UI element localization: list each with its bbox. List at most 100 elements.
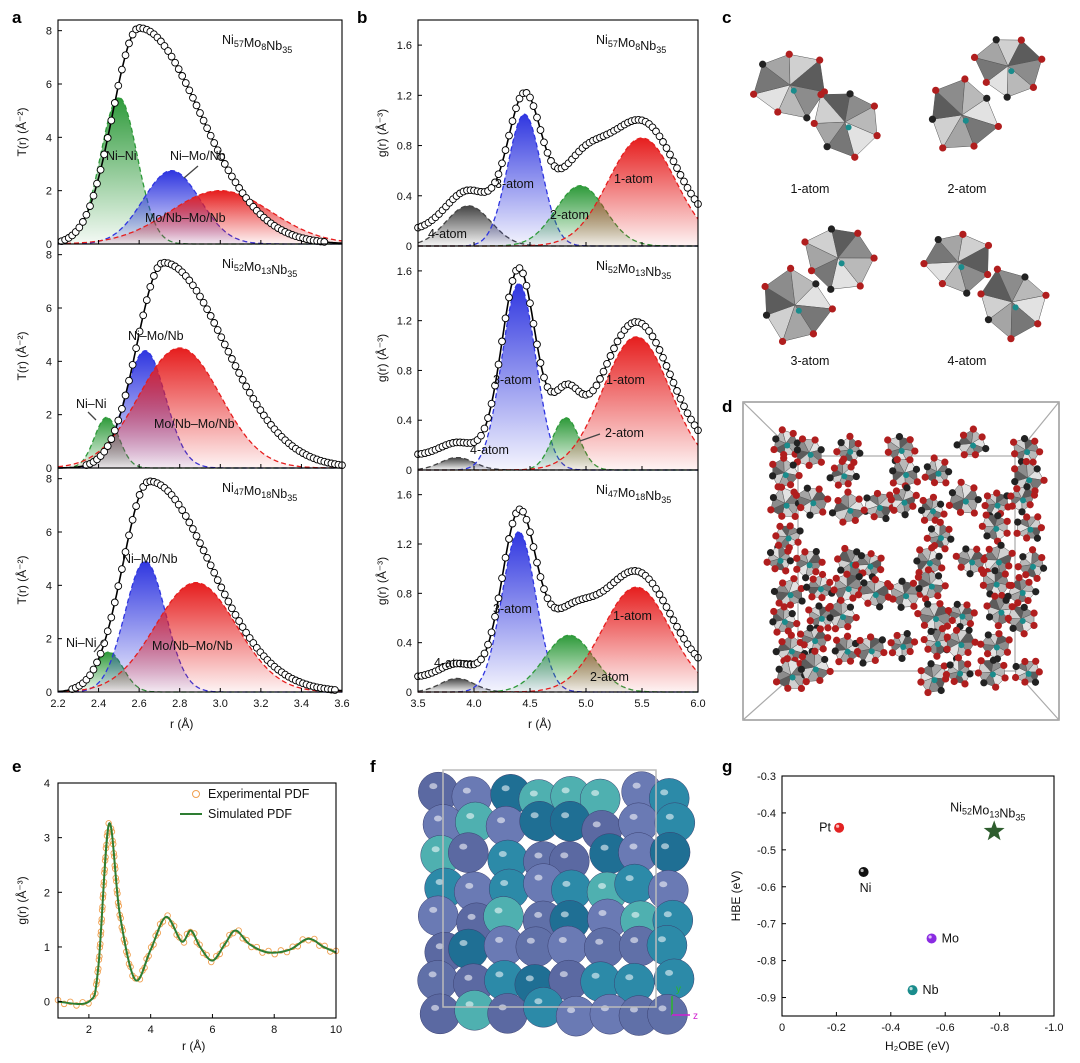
- facet: [957, 245, 989, 275]
- atom: [843, 632, 852, 640]
- ytick-label: 0: [406, 687, 412, 699]
- cluster: [974, 656, 1009, 691]
- ytick-label: -0.6: [757, 882, 776, 894]
- center-atom: [934, 641, 941, 648]
- data-point: [655, 346, 664, 354]
- highlight: [462, 787, 471, 794]
- atom: [815, 485, 823, 493]
- data-point: [480, 649, 489, 658]
- highlight: [459, 940, 468, 947]
- data-point: [543, 594, 552, 603]
- atom: [889, 479, 897, 487]
- atom: [983, 492, 992, 500]
- atom: [793, 439, 801, 447]
- atom: [838, 457, 846, 466]
- atom: [897, 603, 905, 611]
- center-atom: [1025, 670, 1032, 677]
- data-point: [192, 101, 201, 110]
- atom: [1005, 562, 1013, 570]
- highlight: [561, 787, 570, 794]
- atom: [816, 676, 824, 685]
- atom: [957, 563, 965, 571]
- atom: [855, 495, 863, 503]
- atom: [1007, 492, 1015, 500]
- data-point: [231, 610, 240, 619]
- center-atom: [810, 500, 817, 507]
- atom: [930, 454, 938, 462]
- arrow: [183, 165, 199, 179]
- center-atom: [795, 307, 802, 314]
- cluster-1a: [750, 50, 829, 122]
- atom: [920, 260, 928, 268]
- cluster: [860, 489, 896, 523]
- atom: [952, 626, 961, 634]
- atom: [992, 683, 1000, 691]
- atom: [934, 572, 943, 580]
- center-atom: [841, 473, 848, 480]
- atom: [828, 509, 837, 517]
- xtick-label: 2.4: [91, 698, 106, 710]
- highlight: [661, 843, 670, 850]
- atom: [982, 78, 990, 86]
- data-point: [666, 609, 674, 618]
- panel-b-subplot-2: 0 0.4 0.8 1.2 1.6 g(r) (Å⁻³) Ni52Mo13Nb35 3-ato…: [374, 245, 702, 477]
- atom: [1013, 485, 1021, 493]
- atom: [770, 607, 778, 616]
- cluster: [826, 596, 860, 633]
- data-point: [617, 331, 625, 340]
- center-atom: [1027, 526, 1034, 533]
- xtick-label: 4.5: [522, 698, 537, 710]
- legend-experimental: Experimental PDF: [208, 787, 310, 801]
- experimental-point: [164, 912, 171, 919]
- ytick-label: 4: [46, 132, 52, 144]
- atom: [887, 639, 895, 647]
- peak-label-0: 3-atom: [493, 602, 532, 616]
- cluster: [770, 575, 806, 609]
- xtick-label: 4.0: [466, 698, 481, 710]
- ytick-label: 6: [46, 527, 52, 539]
- data-point: [114, 81, 123, 90]
- atom: [854, 229, 862, 237]
- atom: [906, 456, 914, 464]
- atom: [772, 532, 780, 540]
- data-point: [150, 272, 158, 280]
- highlight: [464, 974, 473, 981]
- atom: [855, 573, 863, 581]
- atom: [938, 280, 946, 288]
- cluster: [1011, 657, 1043, 686]
- peak-area-b2-2: [418, 635, 698, 692]
- simulated-pdf-line: [57, 822, 337, 1006]
- atom: [912, 491, 920, 499]
- peak-line-b1-0: [417, 456, 698, 471]
- atom: [997, 541, 1005, 549]
- data-point: [508, 117, 517, 125]
- atom: [887, 496, 895, 504]
- atom: [994, 622, 1002, 630]
- experimental-point: [60, 1000, 68, 1008]
- atom: [903, 630, 911, 638]
- atom: [1033, 574, 1041, 583]
- atom: [983, 650, 992, 658]
- data-point: [242, 628, 250, 637]
- atom: [808, 593, 816, 601]
- atom: [817, 90, 825, 99]
- xtick-label: 4: [148, 1024, 154, 1036]
- atom: [870, 254, 878, 262]
- panel-e-xlabel: r (Å): [182, 1038, 205, 1053]
- data-point: [185, 518, 194, 527]
- atom: [928, 544, 936, 552]
- atom: [880, 648, 888, 657]
- atom: [1010, 438, 1018, 446]
- atom: [979, 581, 988, 589]
- atom: [991, 592, 999, 600]
- atom: [815, 602, 823, 610]
- data-point: [181, 512, 190, 520]
- facet: [971, 428, 983, 444]
- atom: [769, 460, 777, 468]
- atom: [1009, 624, 1017, 632]
- cluster: [792, 484, 832, 519]
- atom: [864, 599, 872, 607]
- peak-label-0: Ni–Ni: [66, 636, 97, 650]
- atom: [1023, 513, 1031, 521]
- ylabel: g(r) (Å⁻³): [374, 109, 389, 157]
